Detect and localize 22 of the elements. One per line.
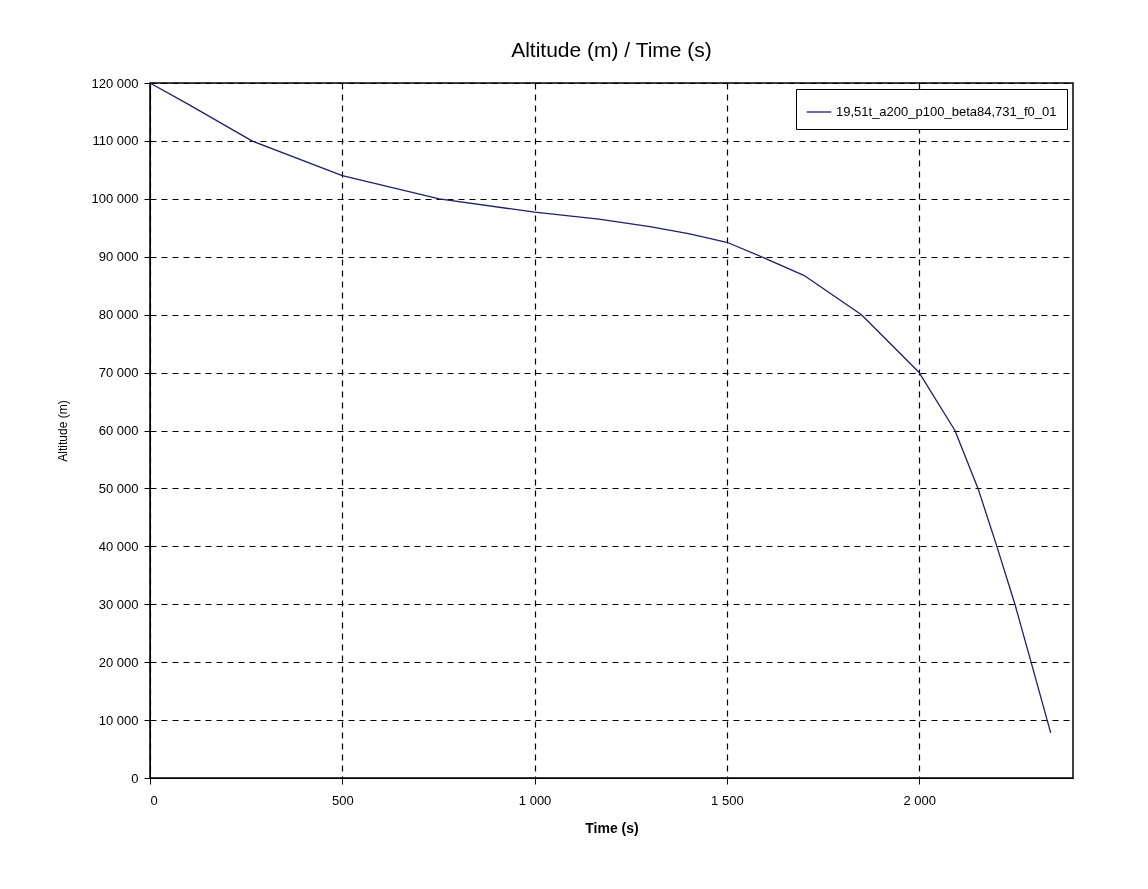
y-tick-label: 10 000 — [98, 712, 139, 728]
chart-title: Altitude (m) / Time (s) — [511, 38, 712, 61]
y-tick-label: 60 000 — [98, 423, 139, 438]
y-tick-label: 50 000 — [98, 480, 139, 496]
y-tick-label: 70 000 — [98, 365, 139, 381]
y-tick-label: 120 000 — [91, 75, 139, 91]
y-tick-label: 0 — [131, 770, 139, 786]
y-tick-label: 20 000 — [98, 654, 139, 670]
x-tick-label: 500 — [331, 792, 354, 808]
x-tick-label: 1 000 — [518, 792, 552, 808]
y-tick-label: 90 000 — [98, 249, 139, 265]
x-tick-label: 1 500 — [711, 792, 744, 808]
legend-label: 19,51t_a200_p100_beta84,731_f0_01 — [836, 104, 1057, 119]
y-tick-label: 110 000 — [92, 133, 139, 149]
y-axis-title: Altitude (m) — [55, 400, 70, 462]
y-tick-label: 40 000 — [98, 538, 139, 554]
y-tick-label: 30 000 — [98, 596, 139, 612]
y-tick-label: 100 000 — [91, 191, 139, 207]
x-tick-label: 2 000 — [903, 792, 936, 808]
y-tick-label: 80 000 — [98, 307, 139, 323]
x-axis-title: Time (s) — [585, 819, 639, 836]
x-tick-label: 0 — [150, 792, 158, 808]
